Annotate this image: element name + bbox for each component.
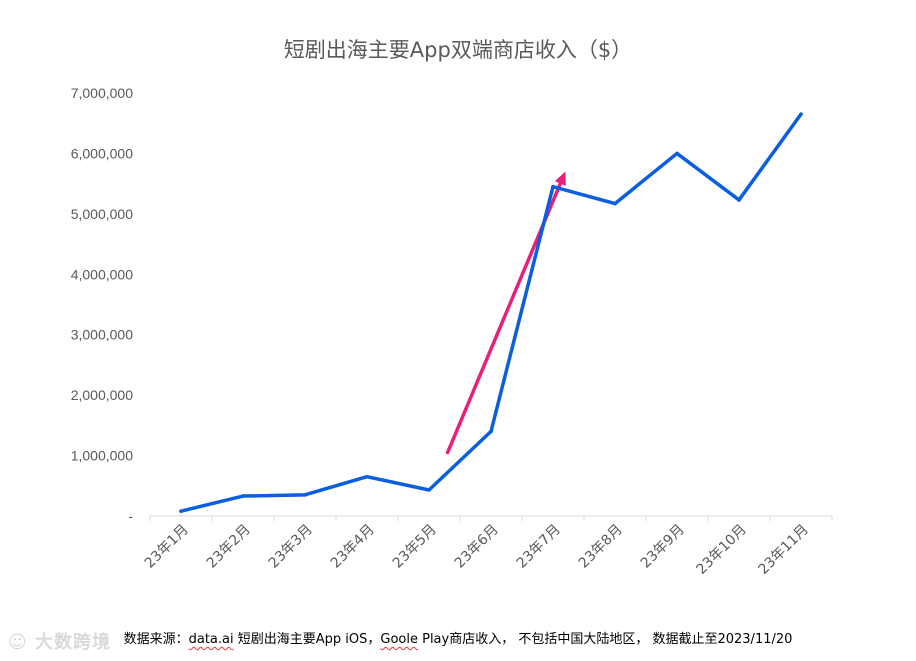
footnote-middle: 短剧出海主要App iOS，: [233, 632, 381, 647]
y-tick-label: 3,000,000: [71, 327, 133, 343]
x-tick-label: 23年5月: [390, 522, 440, 572]
watermark-text: 大数跨境: [35, 632, 112, 653]
x-tick-label: 23年3月: [266, 522, 316, 572]
x-tick-label: 23年10月: [694, 522, 750, 578]
footnote-suffix: Play商店收入， 不包括中国大陆地区， 数据截止至2023/11/20: [417, 632, 793, 647]
footnote-prefix: 数据来源：: [123, 632, 189, 647]
data-point: [551, 184, 555, 189]
series-line: [179, 112, 803, 513]
x-tick-label: 23年8月: [576, 522, 626, 572]
chart-title: 短剧出海主要App双端商店收入（$）: [283, 38, 633, 62]
x-tick-label: 23年1月: [142, 522, 192, 572]
x-tick-label: 23年6月: [452, 522, 502, 572]
annotation-arrow-head: [554, 171, 566, 186]
y-tick-label: 2,000,000: [71, 387, 133, 403]
data-point: [489, 429, 493, 434]
footnote-source: data.ai: [188, 632, 234, 647]
data-point: [427, 488, 431, 492]
x-tick-label: 23年2月: [204, 522, 254, 572]
data-point: [365, 474, 369, 479]
x-tick-label: 23年4月: [328, 522, 378, 572]
x-tick-label: 23年11月: [756, 522, 812, 578]
y-tick-label: 4,000,000: [71, 266, 133, 282]
y-tick-label: 7,000,000: [71, 85, 133, 101]
footnote-store: Goole: [380, 632, 418, 647]
data-point: [303, 493, 307, 497]
y-tick-label: 5,000,000: [71, 206, 133, 222]
data-point: [737, 198, 741, 202]
data-point: [241, 494, 245, 498]
data-point: [613, 201, 617, 206]
x-tick-label: 23年7月: [514, 522, 564, 572]
source-footnote: 数据来源：data.ai 短剧出海主要App iOS，Goole Play商店收…: [0, 628, 916, 647]
data-point: [799, 112, 803, 116]
data-point: [179, 509, 183, 513]
x-tick-label: 23年9月: [638, 522, 688, 572]
y-tick-label: 6,000,000: [71, 145, 133, 161]
watermark-logo: ☺ 大数跨境: [8, 632, 112, 653]
y-tick-label: 1,000,000: [71, 448, 133, 464]
y-tick-label: -: [128, 508, 133, 524]
data-point: [675, 151, 679, 156]
